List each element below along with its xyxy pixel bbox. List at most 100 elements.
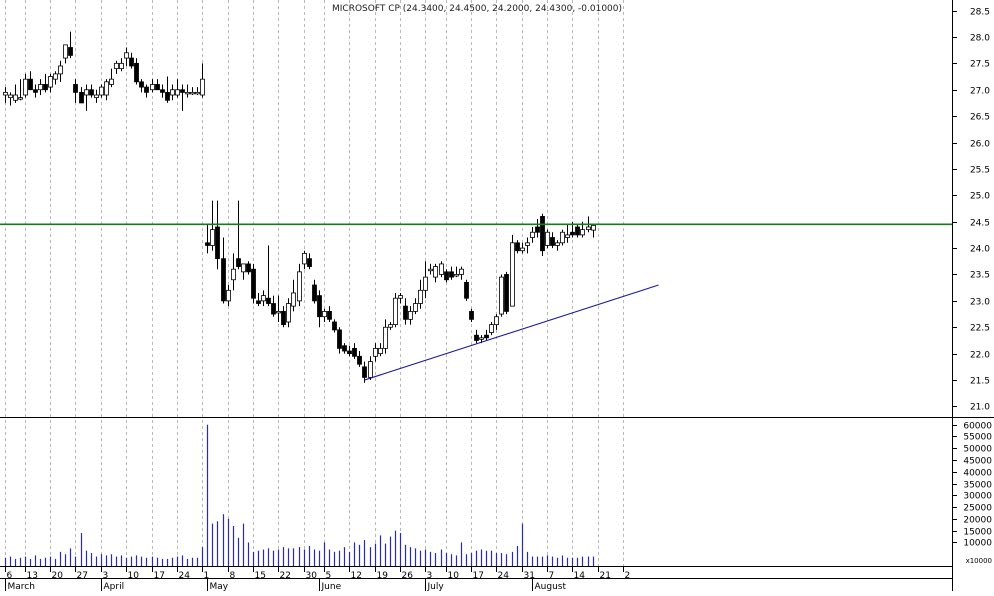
x-tick-label: 31: [524, 571, 535, 581]
candle-up: [423, 276, 428, 291]
candle-up: [276, 311, 281, 314]
candle-up: [378, 347, 383, 355]
candle-down: [515, 242, 520, 252]
x-tick-label: 17: [473, 571, 484, 581]
candle-up: [489, 324, 494, 333]
candle-down: [362, 366, 367, 378]
candle-down: [221, 258, 226, 302]
candle-up: [510, 242, 515, 307]
candle-down: [33, 89, 38, 93]
candle-up: [58, 65, 63, 75]
candle-down: [575, 226, 580, 236]
candle-up: [124, 52, 129, 59]
volume-tick-label: 30000: [963, 492, 992, 502]
candle-down: [89, 89, 94, 96]
candle-down: [570, 231, 575, 236]
candle-up: [23, 78, 28, 96]
x-tick-label: 3: [427, 571, 433, 581]
candle-up: [48, 76, 53, 88]
candle-down: [246, 263, 251, 273]
overlay-lines: [0, 223, 952, 381]
candle-down: [144, 86, 149, 93]
candle-down: [403, 305, 408, 320]
candle-up: [94, 94, 99, 99]
candle-up: [210, 229, 215, 246]
x-tick-label: 30: [306, 571, 318, 581]
candle-down: [256, 300, 261, 304]
candle-down: [160, 89, 165, 93]
candle-up: [190, 91, 195, 95]
candle-up: [175, 89, 180, 96]
candle-down: [504, 274, 509, 312]
candle-up: [454, 274, 459, 277]
candle-up: [459, 268, 464, 275]
candle-down: [474, 334, 479, 341]
x-tick-label: 2: [625, 571, 631, 581]
candle-up: [433, 266, 438, 278]
candle-down: [155, 84, 160, 91]
x-tick-label: 20: [52, 571, 64, 581]
x-tick-label: 10: [128, 571, 140, 581]
candle-down: [43, 84, 48, 91]
candle-up: [119, 62, 124, 70]
candle-down: [134, 62, 139, 83]
candle-up: [525, 242, 530, 246]
x-tick-label: 5: [326, 571, 332, 581]
candle-down: [484, 334, 489, 339]
x-tick-label: 13: [27, 571, 38, 581]
candle-up: [586, 226, 591, 231]
candle-up: [8, 94, 13, 99]
volume-axis-unit: x10000: [966, 557, 992, 565]
candle-up: [565, 234, 570, 238]
month-label: March: [8, 582, 35, 591]
candle-up: [580, 229, 585, 236]
volume-tick-label: 45000: [963, 457, 992, 467]
candle-up: [99, 86, 104, 96]
candle-up: [520, 247, 525, 252]
candle-up: [413, 303, 418, 312]
candle-up: [13, 94, 18, 101]
candle-down: [449, 271, 454, 278]
x-tick-label: 12: [351, 571, 362, 581]
candle-up: [170, 89, 175, 96]
candle-down: [266, 297, 271, 304]
candle-up: [479, 337, 484, 340]
candle-down: [180, 89, 185, 93]
candle-down: [79, 91, 84, 104]
candle-up: [226, 289, 231, 302]
candle-up: [393, 297, 398, 326]
candle-down: [307, 258, 312, 267]
candle-down: [129, 57, 134, 67]
candle-down: [535, 226, 540, 233]
candle-up: [322, 311, 327, 318]
x-tick-label: 21: [600, 571, 611, 581]
volume-tick-label: 25000: [963, 504, 992, 514]
x-tick-label: 1: [204, 571, 210, 581]
y-tick-label: 24.0: [970, 245, 990, 255]
volume-tick-label: 20000: [963, 516, 992, 526]
x-tick-label: 15: [255, 571, 266, 581]
volume-tick-label: 40000: [963, 469, 992, 479]
candle-up: [185, 91, 190, 95]
candle-down: [540, 216, 545, 252]
y-tick-label: 22.0: [970, 351, 990, 361]
candle-up: [408, 311, 413, 320]
volume-panel: [4, 424, 595, 566]
candle-up: [560, 231, 565, 244]
month-label: August: [535, 582, 567, 591]
y-tick-label: 23.5: [970, 271, 990, 281]
y-tick-label: 27.5: [970, 60, 990, 70]
axis-labels: 6 13 20 27 3 10 17 24 1 8 15 22 30 5 12 19 26 3 10 17 24 31 7 1…: [7, 8, 993, 593]
candle-up: [195, 91, 200, 95]
candle-up: [302, 252, 307, 265]
candle-up: [261, 295, 266, 302]
volume-tick-label: 10000: [963, 539, 992, 549]
x-tick-label: 22: [280, 571, 291, 581]
x-tick-label: 17: [154, 571, 165, 581]
y-tick-label: 28.0: [970, 34, 990, 44]
month-label: July: [427, 582, 445, 591]
x-tick-label: 8: [230, 571, 236, 581]
candle-up: [398, 295, 403, 299]
